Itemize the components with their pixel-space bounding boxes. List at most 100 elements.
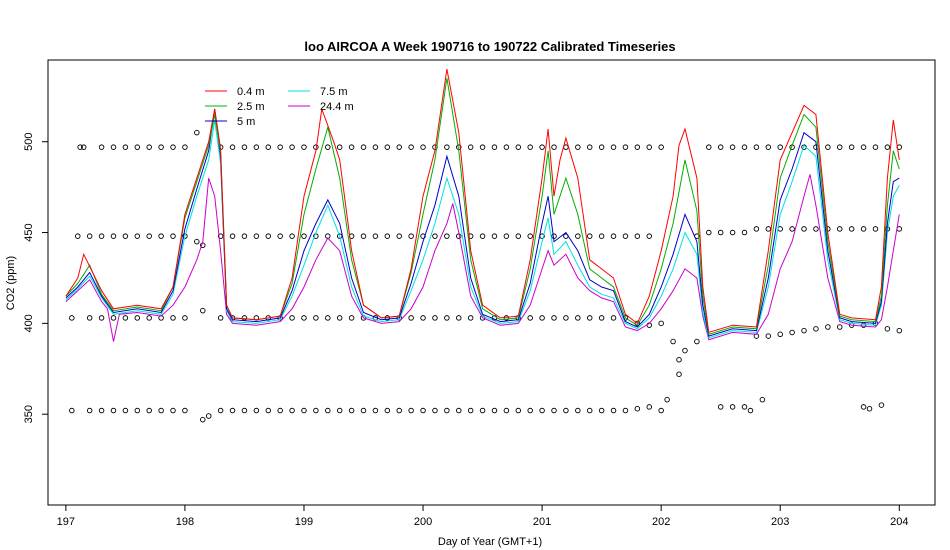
calibration-point xyxy=(575,144,581,150)
calibration-point xyxy=(360,233,367,239)
calibration-point xyxy=(444,144,450,150)
calibration-point xyxy=(396,407,402,414)
calibration-point xyxy=(170,315,176,321)
calibration-point xyxy=(515,407,522,414)
calibration-point xyxy=(122,315,129,321)
calibration-point xyxy=(491,407,498,414)
calibration-point xyxy=(384,144,391,150)
calibration-point xyxy=(825,144,831,150)
legend-entry: 2.5 m xyxy=(237,101,265,113)
calibration-point xyxy=(170,233,176,239)
calibration-point xyxy=(527,315,533,321)
calibration-point xyxy=(325,407,331,414)
calibration-point xyxy=(837,144,843,150)
calibration-point xyxy=(527,407,533,414)
calibration-point xyxy=(336,407,343,414)
calibration-point xyxy=(622,144,629,150)
calibration-point xyxy=(777,144,783,150)
calibration-point xyxy=(765,144,772,150)
calibration-point xyxy=(717,404,724,410)
calibration-point xyxy=(277,233,283,239)
calibration-point xyxy=(313,407,319,414)
calibration-point xyxy=(134,315,141,321)
calibration-point xyxy=(670,338,676,345)
calibration-point xyxy=(586,407,593,414)
calibration-point xyxy=(134,407,141,414)
calibration-point xyxy=(759,396,766,403)
calibration-point xyxy=(503,144,510,150)
calibration-point xyxy=(420,233,426,239)
calibration-point xyxy=(432,233,438,239)
calibration-point xyxy=(241,233,248,239)
calibration-point xyxy=(456,315,462,321)
calibration-point xyxy=(229,144,236,150)
calibration-point xyxy=(301,233,307,239)
y-tick-label: 400 xyxy=(23,314,35,332)
calibration-point xyxy=(598,233,605,239)
calibration-point xyxy=(622,407,629,414)
calibration-point xyxy=(575,315,581,321)
calibration-point xyxy=(741,404,748,410)
calibration-point xyxy=(753,226,760,232)
series-lines xyxy=(65,69,900,342)
calibration-point xyxy=(848,144,855,150)
calibration-point xyxy=(241,315,248,321)
calibration-point xyxy=(432,315,438,321)
calibration-point xyxy=(277,407,283,414)
calibration-point xyxy=(420,407,426,414)
calibration-point xyxy=(217,315,224,321)
plot-frame xyxy=(47,59,936,506)
calibration-point xyxy=(866,405,873,412)
calibration-point xyxy=(134,144,141,150)
calibration-point xyxy=(539,315,545,321)
calibration-point xyxy=(664,396,670,403)
calibration-point xyxy=(539,407,545,414)
legend-entry: 24.4 m xyxy=(320,101,354,113)
calibration-point xyxy=(848,226,855,232)
calibration-point xyxy=(837,324,843,330)
calibration-point xyxy=(69,407,75,414)
calibration-point xyxy=(182,315,188,321)
calibration-point xyxy=(444,233,450,239)
calibration-point xyxy=(325,144,331,150)
calibration-points xyxy=(69,129,903,423)
calibration-point xyxy=(860,322,867,328)
calibration-point xyxy=(146,233,152,239)
calibration-point xyxy=(170,407,176,414)
series-line-7-5-m xyxy=(65,119,900,339)
calibration-point xyxy=(896,327,903,334)
calibration-point xyxy=(717,144,724,150)
calibration-point xyxy=(658,144,664,150)
calibration-point xyxy=(194,238,200,245)
calibration-point xyxy=(289,233,295,239)
calibration-point xyxy=(515,233,522,239)
calibration-point xyxy=(575,407,581,414)
calibration-point xyxy=(658,407,664,414)
calibration-point xyxy=(634,144,641,150)
calibration-point xyxy=(229,233,236,239)
calibration-point xyxy=(586,233,593,239)
calibration-point xyxy=(372,144,379,150)
calibration-point xyxy=(825,324,831,330)
calibration-point xyxy=(110,315,117,321)
calibration-point xyxy=(313,315,319,321)
calibration-point xyxy=(747,407,754,414)
calibration-point xyxy=(444,315,450,321)
calibration-point xyxy=(408,407,414,414)
calibration-point xyxy=(265,407,272,414)
y-axis-label: CO2 (ppm) xyxy=(5,256,17,310)
calibration-point xyxy=(479,233,486,239)
calibration-point xyxy=(146,144,152,150)
calibration-point xyxy=(146,407,152,414)
calibration-point xyxy=(205,413,212,419)
calibration-point xyxy=(575,233,581,239)
calibration-point xyxy=(217,233,224,239)
calibration-point xyxy=(158,407,164,414)
y-tick-label: 450 xyxy=(23,223,35,241)
calibration-point xyxy=(253,144,260,150)
calibration-point xyxy=(372,233,379,239)
calibration-point xyxy=(646,233,653,239)
calibration-point xyxy=(75,233,81,239)
calibration-point xyxy=(253,407,260,414)
